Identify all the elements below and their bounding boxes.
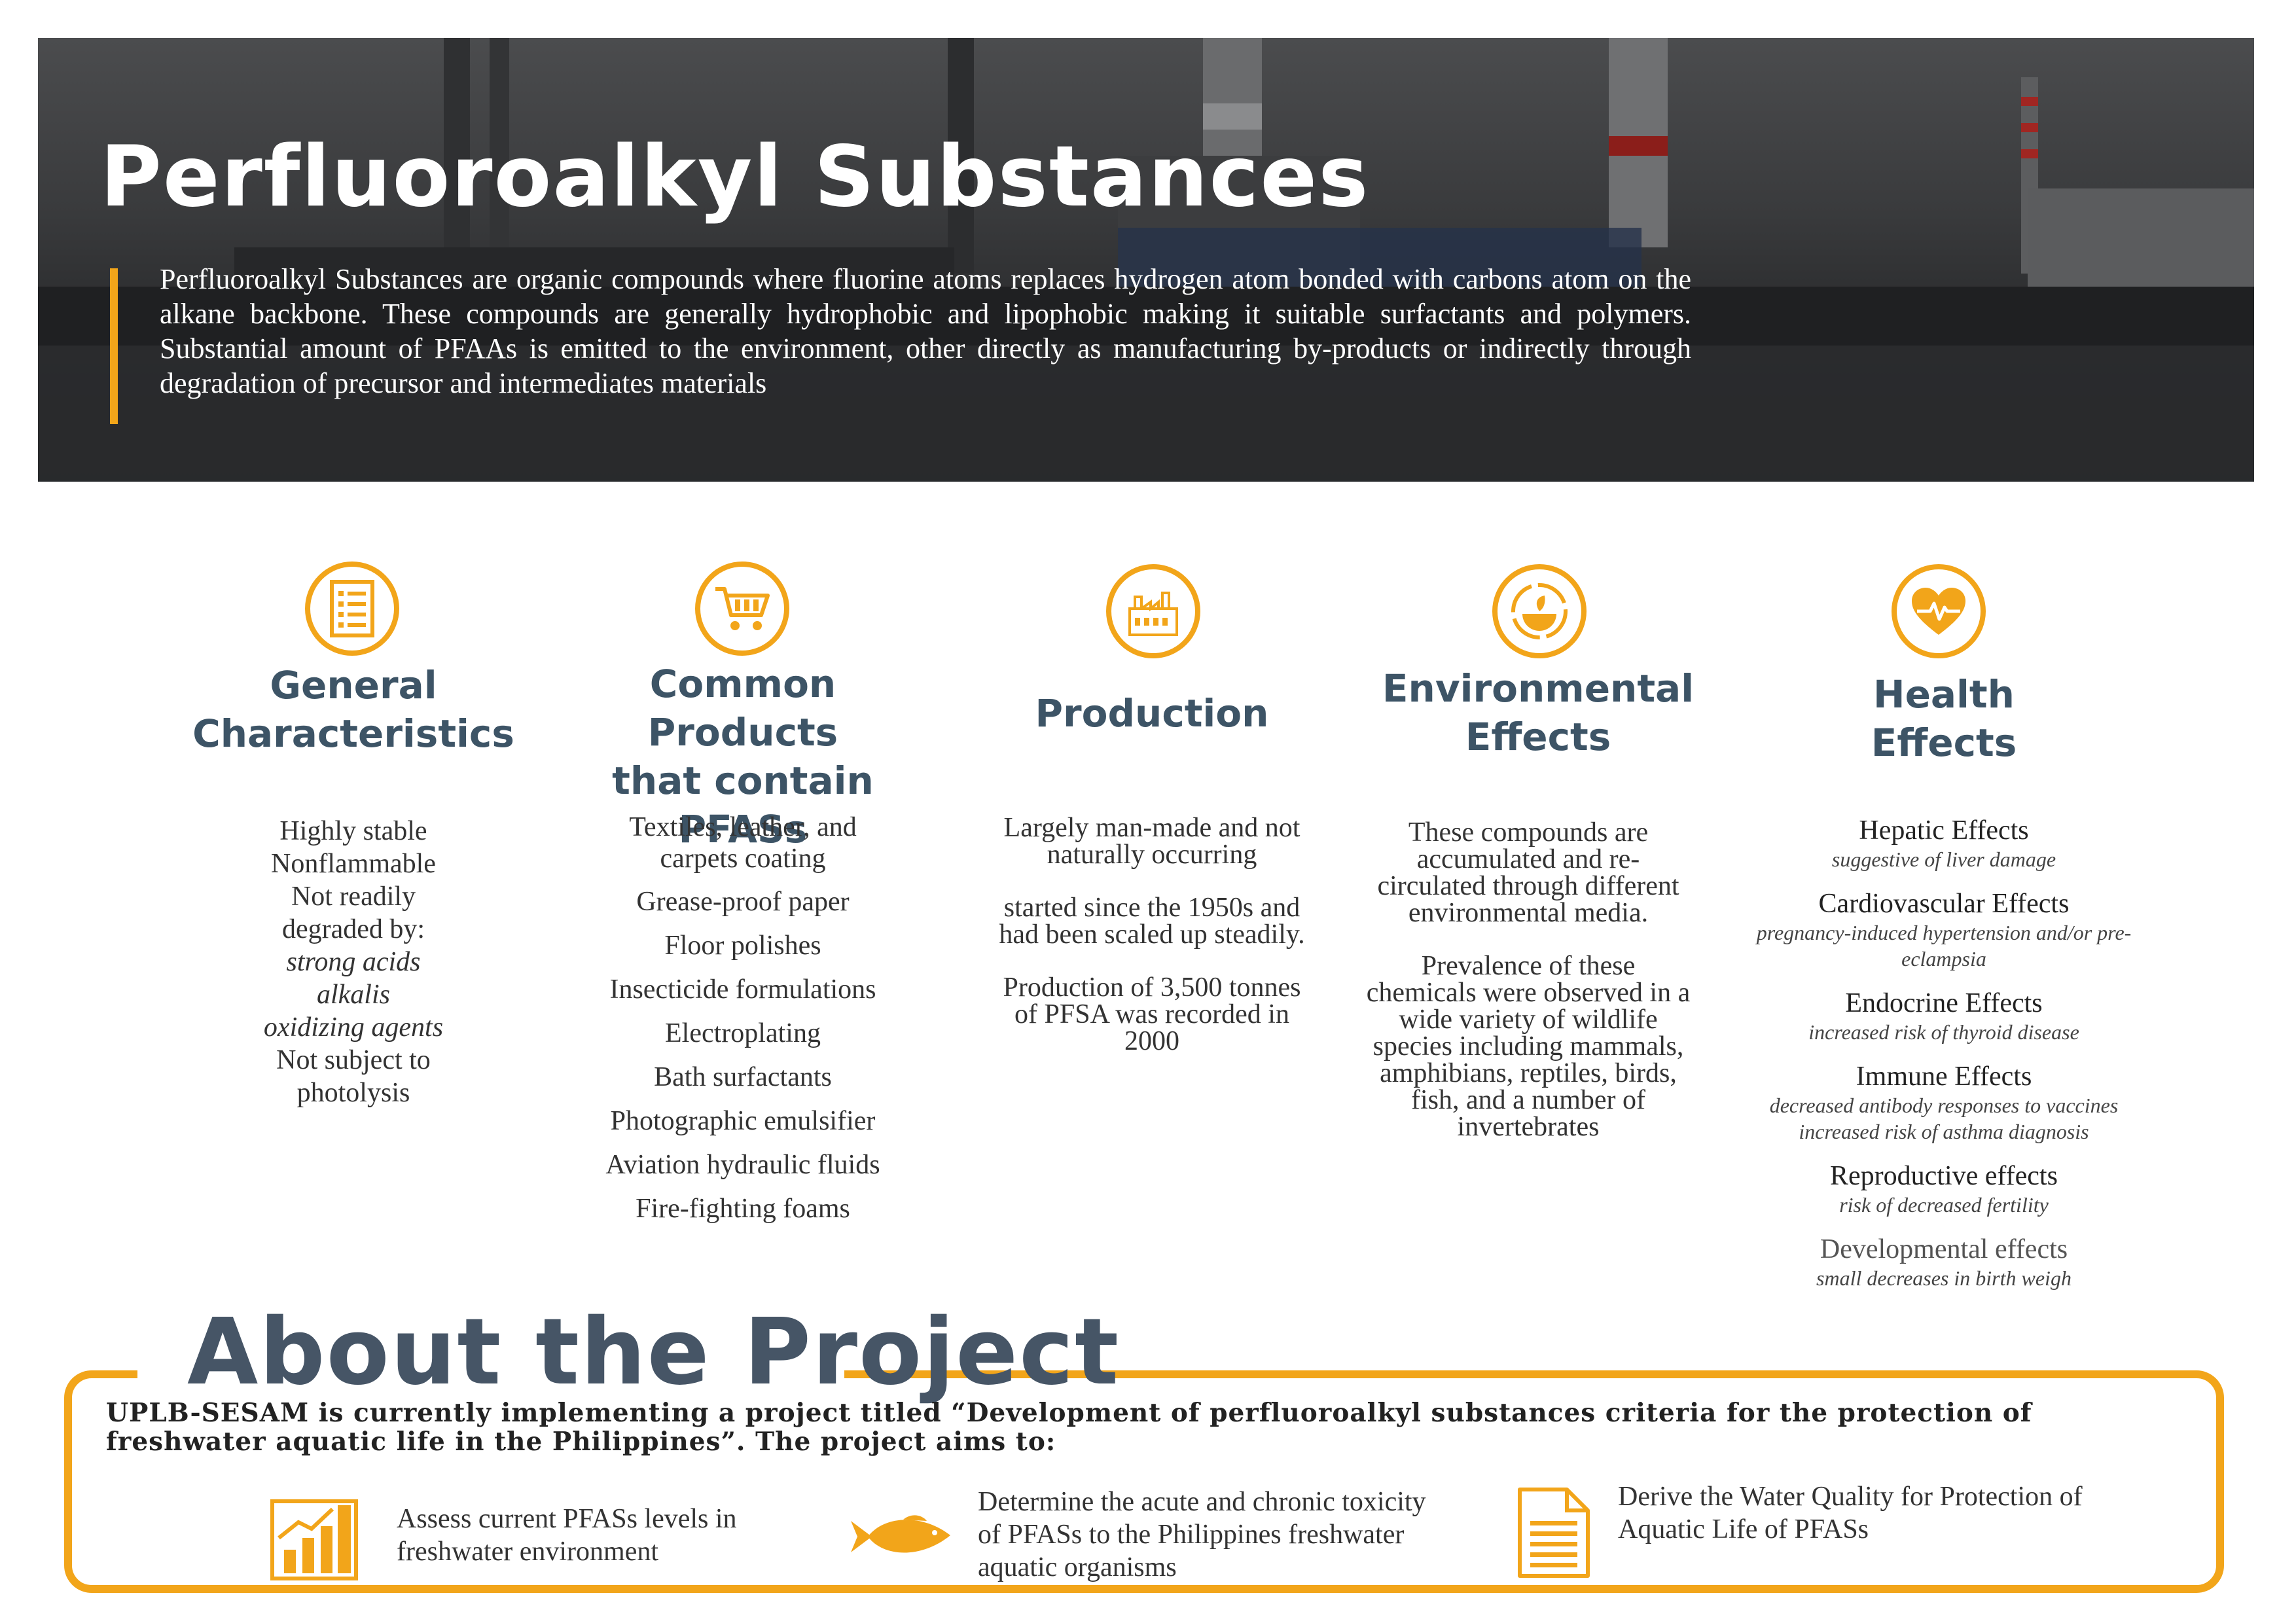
common-products-title: Common Products that contain PFASs	[612, 662, 874, 851]
common-products-list: Textiles, leather, and carpets coating G…	[563, 812, 923, 1224]
health-effect-desc: risk of decreased fertility	[1839, 1193, 2049, 1217]
list-item: Nonflammable	[271, 849, 436, 879]
environmental-paragraph: Prevalence of these chemicals were obser…	[1366, 951, 1691, 1142]
list-item: Photographic emulsifier	[610, 1106, 876, 1136]
list-item: Textiles, leather, and carpets coating	[629, 812, 857, 874]
health-effect-desc: pregnancy-induced hypertension and/or pr…	[1756, 921, 2132, 971]
list-item: photolysis	[296, 1078, 410, 1108]
health-effect-item: Immune Effects decreased antibody respon…	[1728, 1061, 2160, 1145]
list-item: Bath surfactants	[654, 1062, 832, 1092]
environmental-effects-text: These compounds are accumulated and re-c…	[1365, 819, 1692, 1141]
environmental-effects-title: Environmental Effects	[1382, 666, 1695, 759]
list-item: strong acids	[286, 947, 421, 977]
about-title: About the Project	[187, 1299, 1121, 1406]
general-characteristics-list: Highly stable Nonflammable Not readily d…	[190, 815, 517, 1109]
accent-bar	[110, 268, 118, 424]
about-description: UPLB-SESAM is currently implementing a p…	[106, 1398, 2032, 1457]
health-effect-desc: suggestive of liver damage	[1831, 847, 2056, 871]
production-paragraph: started since the 1950s and had been sca…	[999, 893, 1305, 950]
health-effects-title: Health Effects	[1871, 672, 2017, 765]
list-item: Insecticide formulations	[609, 974, 876, 1005]
health-effect-name: Developmental effects	[1820, 1234, 2068, 1264]
factory-icon	[1106, 564, 1200, 658]
list-item: Fire-fighting foams	[636, 1194, 850, 1224]
list-item: Aviation hydraulic fluids	[605, 1150, 880, 1180]
list-item: Not readily	[291, 882, 416, 912]
list-item: Electroplating	[665, 1018, 821, 1048]
health-effect-name: Immune Effects	[1856, 1061, 2032, 1092]
header-banner: Perfluoroalkyl Substances Perfluoroalkyl…	[38, 38, 2254, 482]
checklist-icon	[305, 562, 399, 656]
health-effect-item: Endocrine Effects increased risk of thyr…	[1728, 988, 2160, 1045]
list-item: alkalis	[317, 980, 390, 1010]
health-effects-list: Hepatic Effects suggestive of liver dama…	[1728, 815, 2160, 1307]
list-item: Not subject to	[276, 1045, 431, 1075]
list-item: Highly stable	[279, 816, 427, 846]
health-effect-name: Cardiovascular Effects	[1818, 889, 2070, 919]
page-title: Perfluoroalkyl Substances	[100, 128, 1370, 226]
industrial-background-image	[38, 38, 2254, 482]
health-effect-item: Cardiovascular Effects pregnancy-induced…	[1728, 888, 2160, 972]
production-text: Largely man-made and not naturally occur…	[988, 813, 1316, 1056]
aim-text: Assess current PFASs levels in freshwate…	[397, 1504, 737, 1567]
fish-icon	[848, 1510, 953, 1566]
health-effect-item: Hepatic Effects suggestive of liver dama…	[1728, 815, 2160, 872]
list-item: oxidizing agents	[263, 1012, 444, 1043]
health-effect-desc: increased risk of thyroid disease	[1808, 1020, 2079, 1044]
about-title-background	[137, 1302, 844, 1400]
list-item: Floor polishes	[664, 931, 821, 961]
environmental-paragraph: These compounds are accumulated and re-c…	[1377, 817, 1679, 928]
earth-cycle-icon	[1492, 564, 1587, 658]
aim-text: Derive the Water Quality for Protection …	[1618, 1482, 2083, 1544]
health-effect-item: Reproductive effects risk of decreased f…	[1728, 1160, 2160, 1218]
heart-pulse-icon	[1892, 564, 1986, 658]
list-item: degraded by:	[281, 914, 425, 944]
list-item: Grease-proof paper	[636, 887, 850, 917]
health-effect-item: Developmental effects small decreases in…	[1728, 1234, 2160, 1291]
production-title: Production	[1035, 691, 1269, 736]
aim-text: Determine the acute and chronic toxicity…	[978, 1487, 1426, 1582]
document-icon	[1517, 1487, 1590, 1582]
health-effect-desc: small decreases in birth weigh	[1816, 1266, 2072, 1290]
health-effect-name: Hepatic Effects	[1859, 815, 2029, 846]
health-effect-name: Endocrine Effects	[1845, 988, 2043, 1018]
shopping-cart-icon	[695, 562, 789, 656]
general-characteristics-title: General Characteristics	[192, 663, 514, 756]
bar-chart-icon	[270, 1499, 359, 1584]
production-paragraph: Largely man-made and not naturally occur…	[1003, 813, 1300, 870]
health-effect-desc: decreased antibody responses to vaccines…	[1769, 1094, 2119, 1143]
production-paragraph: Production of 3,500 tonnes of PFSA was r…	[1003, 972, 1301, 1056]
health-effect-name: Reproductive effects	[1830, 1161, 2058, 1191]
header-description: Perfluoroalkyl Substances are organic co…	[160, 263, 1691, 399]
